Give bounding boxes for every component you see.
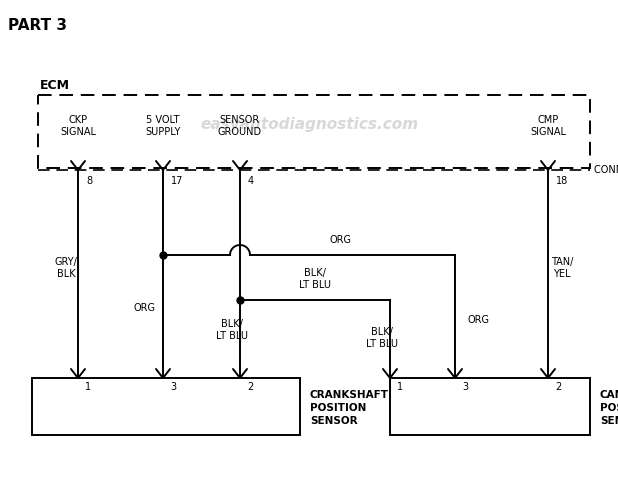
Text: BLK/
LT BLU: BLK/ LT BLU (299, 268, 331, 290)
Text: CRANKSHAFT
POSITION
SENSOR: CRANKSHAFT POSITION SENSOR (310, 390, 389, 426)
Text: 2: 2 (555, 382, 561, 392)
Text: GRY/
BLK: GRY/ BLK (54, 257, 77, 279)
Text: ORG: ORG (467, 315, 489, 325)
Bar (390, 378, 590, 435)
Text: BLK/
LT BLU: BLK/ LT BLU (216, 319, 248, 341)
Text: ORG: ORG (134, 303, 156, 313)
Text: CONN. 1: CONN. 1 (594, 165, 618, 175)
Text: easyautodiagnostics.com: easyautodiagnostics.com (201, 118, 419, 132)
Text: 1: 1 (397, 382, 403, 392)
Text: 18: 18 (556, 176, 568, 186)
Bar (38, 95, 590, 168)
Bar (32, 378, 300, 435)
Text: 4: 4 (248, 176, 254, 186)
Text: CMP
SIGNAL: CMP SIGNAL (530, 115, 566, 138)
Text: 1: 1 (85, 382, 91, 392)
Text: PART 3: PART 3 (8, 18, 67, 33)
Text: TAN/
YEL: TAN/ YEL (551, 257, 573, 279)
Text: 5 VOLT
SUPPLY: 5 VOLT SUPPLY (145, 115, 180, 138)
Text: 17: 17 (171, 176, 184, 186)
Text: ECM: ECM (40, 79, 70, 92)
Text: 2: 2 (247, 382, 253, 392)
Text: ORG: ORG (329, 235, 351, 245)
Text: CAMSHAFT
POSITION
SENSOR: CAMSHAFT POSITION SENSOR (600, 390, 618, 426)
Text: 8: 8 (86, 176, 92, 186)
Text: 3: 3 (170, 382, 176, 392)
Text: 3: 3 (462, 382, 468, 392)
Text: SENSOR
GROUND: SENSOR GROUND (218, 115, 262, 138)
Text: CKP
SIGNAL: CKP SIGNAL (60, 115, 96, 138)
Text: BLK/
LT BLU: BLK/ LT BLU (366, 327, 398, 349)
